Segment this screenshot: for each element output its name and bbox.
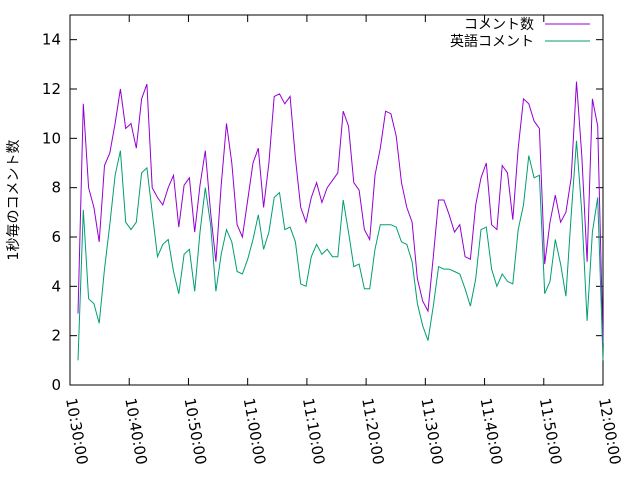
x-tick-label: 11:30:00 xyxy=(417,397,446,466)
y-tick-label: 8 xyxy=(51,179,61,197)
series-line-1 xyxy=(77,140,604,361)
x-tick-label: 10:50:00 xyxy=(181,397,210,466)
legend-label: コメント数 xyxy=(464,17,534,33)
x-tick-label: 11:40:00 xyxy=(477,397,506,466)
y-tick-label: 2 xyxy=(51,327,61,345)
y-tick-labels: 0 2 4 6 8 10 12 14 xyxy=(42,31,61,394)
plot-frame xyxy=(69,14,604,386)
x-tick-label: 10:30:00 xyxy=(62,397,91,466)
y-tick-label: 12 xyxy=(42,80,61,98)
series-line-0 xyxy=(77,81,604,344)
x-tick-label: 11:20:00 xyxy=(358,397,387,466)
legend-label: 英語コメント xyxy=(450,33,534,50)
y-tick-label: 0 xyxy=(51,376,61,394)
x-tick-label: 10:40:00 xyxy=(121,397,150,466)
x-tick-label: 11:50:00 xyxy=(536,397,565,466)
x-tick-labels: 10:30:00 10:40:00 10:50:00 11:00:00 11:10:00… xyxy=(62,397,624,466)
axis-ticks xyxy=(69,15,604,386)
y-tick-label: 14 xyxy=(42,31,61,49)
x-tick-label: 11:00:00 xyxy=(240,397,269,466)
y-tick-label: 4 xyxy=(51,277,61,295)
y-tick-label: 10 xyxy=(42,129,61,147)
y-axis-label: 1秒毎のコメント数 xyxy=(6,140,22,261)
y-tick-label: 6 xyxy=(51,228,61,246)
x-tick-label: 11:10:00 xyxy=(299,397,328,466)
series-lines xyxy=(77,81,604,361)
x-tick-label: 12:00:00 xyxy=(595,397,624,466)
